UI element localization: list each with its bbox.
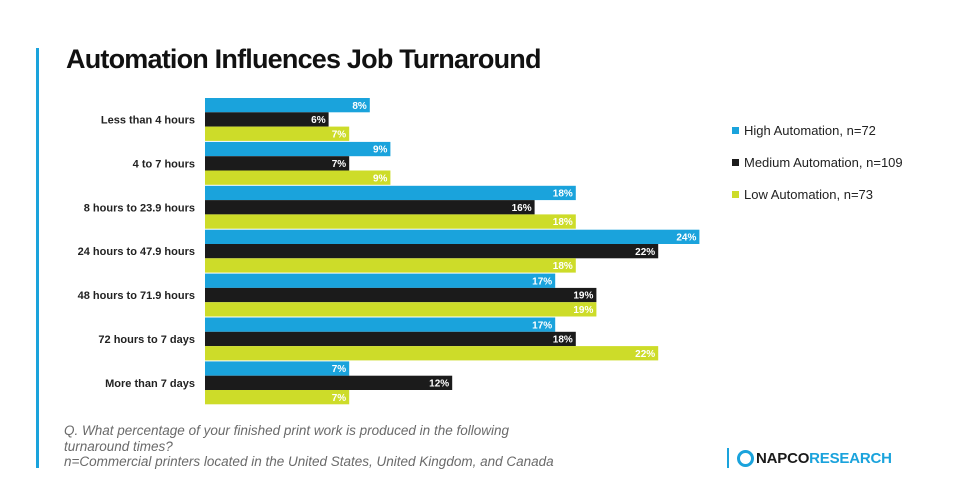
data-label: 9% — [373, 145, 388, 156]
footnote-line-1: Q. What percentage of your finished prin… — [64, 423, 509, 438]
bar — [205, 185, 576, 201]
data-label: 24% — [676, 233, 696, 244]
legend-item: Low Automation, n=73 — [732, 178, 903, 210]
category-label: Less than 4 hours — [101, 114, 195, 126]
footnote-line-3: n=Commercial printers located in the Uni… — [64, 454, 554, 469]
napco-research-logo: NAPCO RESEARCH — [727, 447, 892, 469]
legend-label: High Automation, n=72 — [744, 122, 876, 138]
data-label: 19% — [573, 291, 593, 302]
legend-swatch — [732, 158, 739, 166]
bar — [205, 273, 556, 288]
legend-item: Medium Automation, n=109 — [732, 146, 903, 178]
data-label: 17% — [532, 276, 552, 287]
category-label: 48 hours to 71.9 hours — [78, 290, 195, 302]
bar — [205, 302, 597, 317]
data-label: 7% — [332, 159, 347, 170]
title-accent-bar — [36, 48, 39, 468]
data-label: 8% — [352, 101, 367, 112]
data-label: 22% — [635, 349, 655, 360]
category-label: 8 hours to 23.9 hours — [84, 202, 195, 214]
bar — [205, 390, 350, 405]
category-label: 72 hours to 7 days — [98, 334, 195, 346]
bar — [205, 287, 597, 303]
legend-swatch — [732, 190, 739, 198]
bar — [205, 200, 535, 215]
bar — [205, 156, 350, 171]
bar — [205, 126, 350, 141]
data-label: 12% — [429, 379, 449, 390]
data-label: 7% — [332, 129, 347, 140]
data-label: 16% — [512, 203, 532, 214]
bar — [205, 317, 556, 332]
legend-item: High Automation, n=72 — [732, 114, 903, 146]
category-label: 24 hours to 47.9 hours — [78, 246, 195, 258]
bar — [205, 331, 576, 347]
data-label: 22% — [635, 247, 655, 258]
bar — [205, 98, 370, 113]
bar — [205, 141, 391, 157]
data-label: 18% — [553, 261, 573, 272]
bar — [205, 346, 659, 361]
logo-text-research: RESEARCH — [809, 449, 892, 467]
data-label: 18% — [553, 189, 573, 200]
bar — [205, 214, 576, 229]
footnote-line-2: turnaround times? — [64, 438, 173, 454]
data-label: 9% — [373, 173, 388, 184]
data-label: 19% — [573, 305, 593, 316]
bar — [205, 375, 453, 390]
legend-label: Low Automation, n=73 — [744, 186, 874, 202]
data-label: 17% — [532, 320, 552, 331]
legend-label: Medium Automation, n=109 — [744, 154, 903, 170]
bar — [205, 244, 659, 259]
bar — [205, 229, 700, 244]
logo-accent-bar — [727, 448, 729, 468]
category-label: 4 to 7 hours — [133, 158, 195, 170]
ring-logo-icon — [737, 449, 754, 467]
bar — [205, 112, 329, 127]
data-label: 7% — [332, 393, 347, 404]
data-label: 18% — [553, 335, 573, 346]
data-label: 7% — [332, 364, 347, 375]
category-label: More than 7 days — [105, 378, 195, 390]
footnote: Q. What percentage of your finished prin… — [64, 423, 584, 470]
bar — [205, 258, 576, 273]
data-label: 18% — [553, 217, 573, 228]
logo-text-napco: NAPCO — [756, 449, 810, 467]
data-label: 6% — [311, 115, 326, 126]
legend-swatch — [732, 126, 739, 134]
chart-title: Automation Influences Job Turnaround — [66, 44, 542, 74]
bar — [205, 170, 391, 185]
chart-legend: High Automation, n=72 Medium Automation, … — [732, 114, 903, 210]
bar — [205, 361, 350, 376]
